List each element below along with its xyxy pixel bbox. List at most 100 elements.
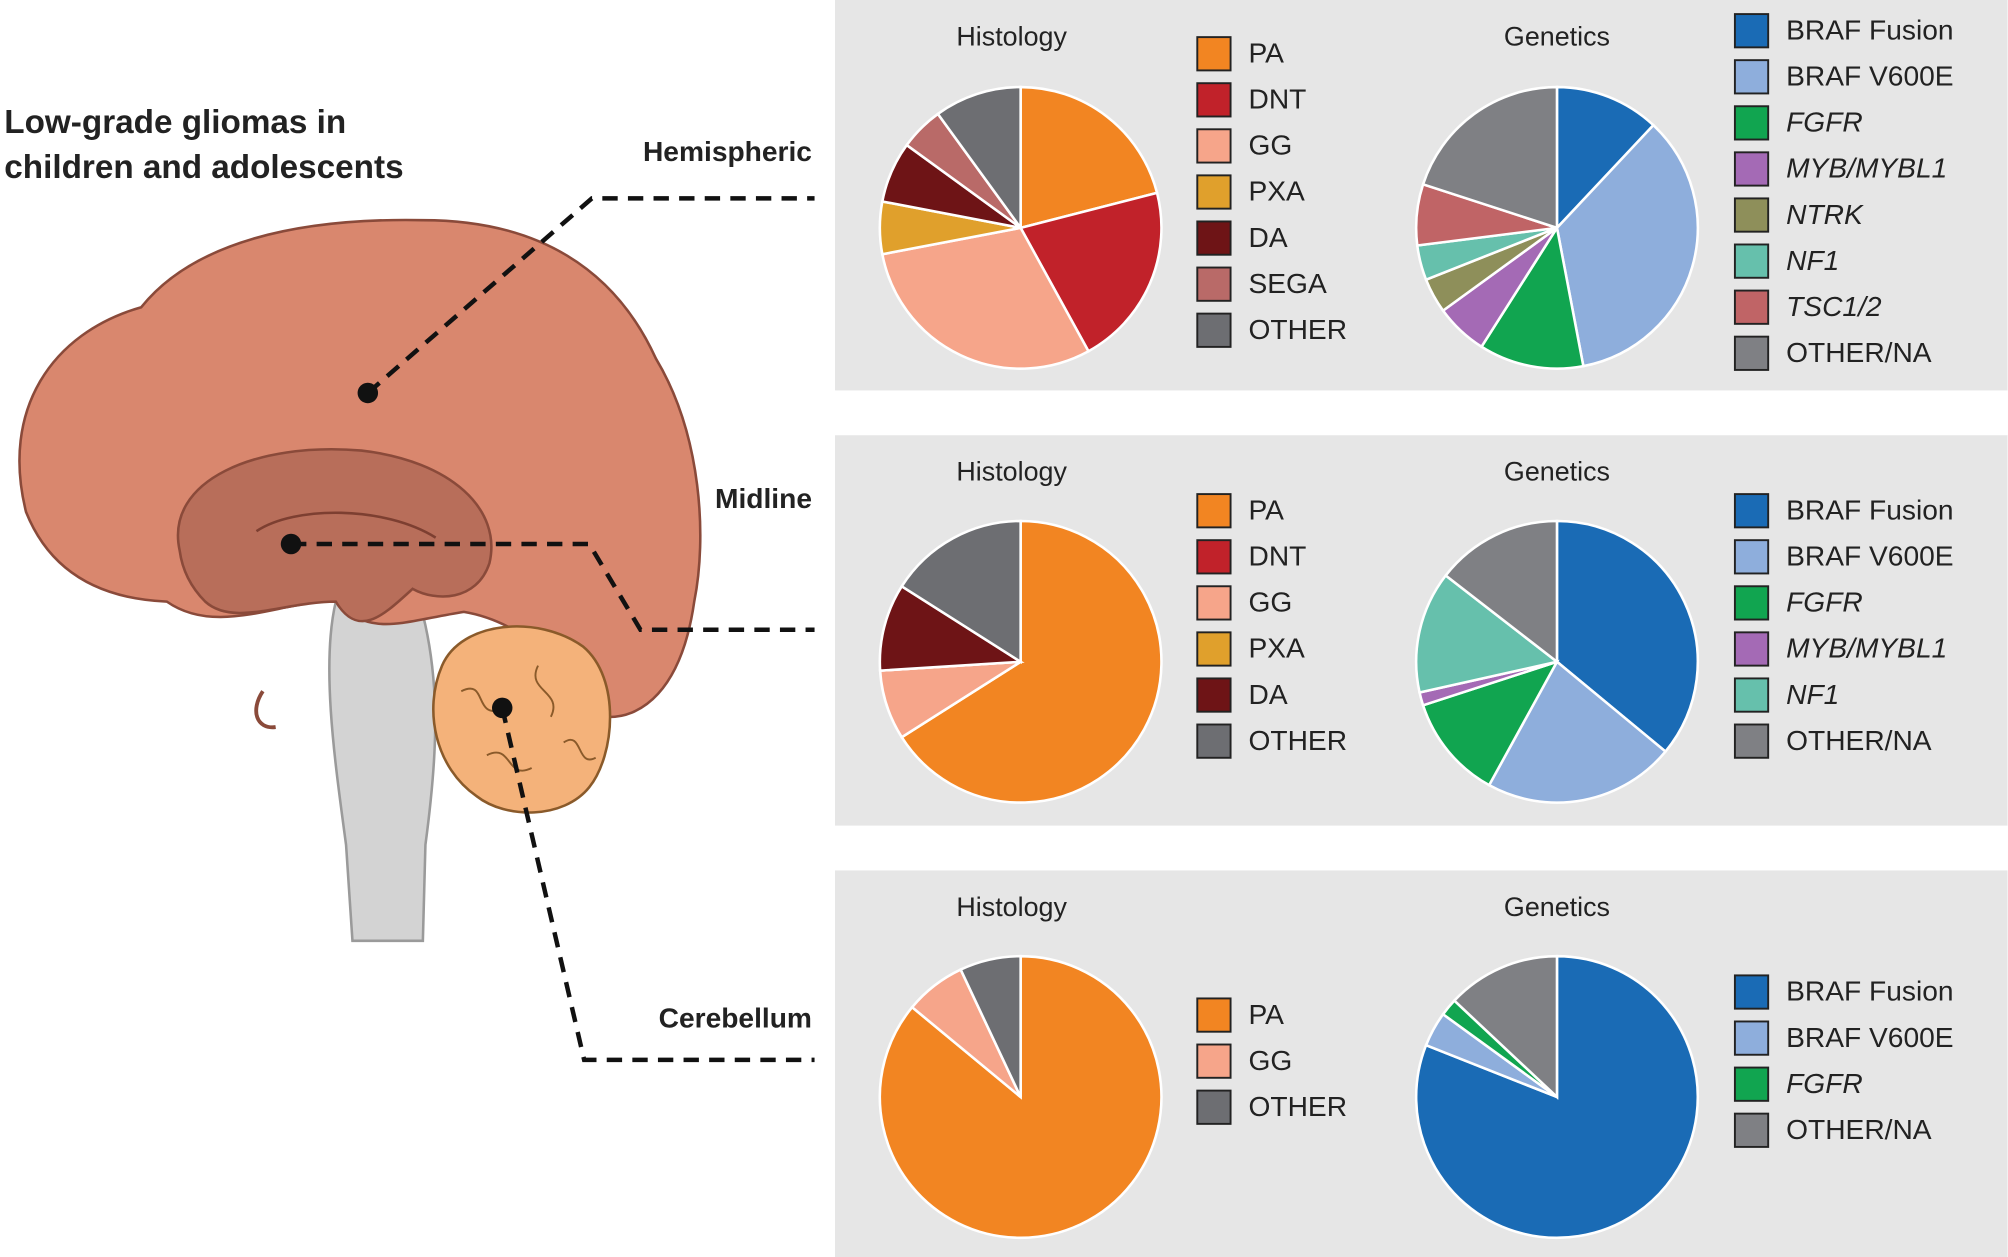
pituitary <box>254 690 276 729</box>
legend-swatch <box>1196 220 1232 256</box>
legend-swatch <box>1196 677 1232 713</box>
legend-swatch <box>1196 174 1232 210</box>
legend-swatch <box>1733 151 1770 187</box>
legend-label: BRAF V600E <box>1786 61 1953 92</box>
legend-label: FGFR <box>1786 1068 1863 1099</box>
legend-swatch <box>1196 493 1232 529</box>
pie-slice <box>1479 224 1585 370</box>
figure-title: Low-grade gliomas in <box>4 104 346 141</box>
legend-label: DA <box>1248 222 1287 253</box>
legend-label: NF1 <box>1786 245 1839 276</box>
legend-swatch <box>1733 289 1770 325</box>
legend-label: DNT <box>1248 84 1306 115</box>
legend-label: SEGA <box>1248 268 1326 299</box>
figure-title: children and adolescents <box>4 149 403 186</box>
legend-label: OTHER <box>1248 314 1347 345</box>
site-dot <box>491 697 513 719</box>
legend-label: BRAF Fusion <box>1786 976 1953 1007</box>
legend-swatch <box>1196 997 1232 1033</box>
legend-swatch <box>1733 677 1770 713</box>
brainstem <box>328 600 437 943</box>
legend-label: BRAF Fusion <box>1786 14 1953 45</box>
legend-label: BRAF V600E <box>1786 1022 1953 1053</box>
legend-swatch <box>1733 335 1770 371</box>
legend-swatch <box>1733 59 1770 95</box>
pie-slice <box>936 85 1022 232</box>
pie-slice <box>1019 85 1159 230</box>
legend-swatch <box>1196 312 1232 348</box>
connector <box>366 196 815 395</box>
connectors <box>280 196 815 1063</box>
legend-label: OTHER/NA <box>1786 337 1932 368</box>
legend-swatch <box>1733 197 1770 233</box>
legend-swatch <box>1733 1020 1770 1056</box>
cerebellum-folds <box>460 665 597 772</box>
pie-slice <box>1421 85 1559 230</box>
legend-swatch <box>1733 13 1770 49</box>
chart-title: Genetics <box>1504 21 1610 51</box>
legend-swatch <box>1196 1043 1232 1079</box>
pie-slice <box>1018 191 1163 353</box>
brain <box>18 218 702 943</box>
legend-label: BRAF Fusion <box>1786 494 1953 525</box>
legend-swatch <box>1733 974 1770 1010</box>
legend-label: PXA <box>1248 633 1305 664</box>
legend-label: OTHER/NA <box>1786 725 1932 756</box>
legend-swatch <box>1196 1089 1232 1125</box>
region-label: Hemispheric <box>643 136 812 167</box>
legend-swatch <box>1733 1066 1770 1102</box>
legend-label: DA <box>1248 679 1287 710</box>
site-dot <box>357 382 379 404</box>
legend-label: OTHER <box>1248 1091 1347 1122</box>
pie-slice <box>1555 123 1700 368</box>
legend-label: MYB/MYBL1 <box>1786 633 1947 664</box>
pie-slice <box>1555 519 1700 754</box>
pie-slice <box>958 954 1022 1098</box>
pie-slice <box>899 519 1163 804</box>
legend-label: BRAF V600E <box>1786 541 1953 572</box>
legend-label: GG <box>1248 1045 1292 1076</box>
legend-swatch <box>1196 128 1232 164</box>
legend-swatch <box>1196 539 1232 575</box>
chart-title: Genetics <box>1504 892 1610 922</box>
chart-title: Genetics <box>1504 457 1610 487</box>
pie-slice <box>1443 519 1559 665</box>
region-label: Cerebellum <box>659 1003 812 1034</box>
legend-swatch <box>1733 585 1770 621</box>
legend-label: OTHER/NA <box>1786 1114 1932 1145</box>
legend-swatch <box>1733 243 1770 279</box>
pie-slice <box>1487 659 1668 804</box>
legend-label: PXA <box>1248 176 1305 207</box>
chart-title: Histology <box>956 21 1067 51</box>
chart-title: Histology <box>956 892 1067 922</box>
legend-label: MYB/MYBL1 <box>1786 153 1947 184</box>
legend-label: NTRK <box>1786 199 1864 230</box>
legend-swatch <box>1733 493 1770 529</box>
legend-swatch <box>1733 723 1770 759</box>
legend-label: PA <box>1248 999 1284 1030</box>
pie-slice <box>880 226 1091 370</box>
legend-swatch <box>1196 36 1232 72</box>
corpus-callosum <box>176 448 493 623</box>
legend-label: GG <box>1248 587 1292 618</box>
pie-slice <box>899 519 1022 665</box>
legend-label: TSC1/2 <box>1786 291 1882 322</box>
site-dot <box>280 533 302 555</box>
legend-swatch <box>1196 585 1232 621</box>
legend-swatch <box>1733 539 1770 575</box>
legend-swatch <box>1196 82 1232 118</box>
region-label: Midline <box>715 483 812 514</box>
legend-label: DNT <box>1248 541 1306 572</box>
legend-swatch <box>1196 723 1232 759</box>
legend-label: FGFR <box>1786 107 1863 138</box>
pie-slice <box>1555 85 1656 232</box>
pie-slice <box>1421 659 1560 787</box>
legend-label: FGFR <box>1786 587 1863 618</box>
legend-label: GG <box>1248 130 1292 161</box>
legend-swatch <box>1733 1112 1770 1148</box>
pie-slice <box>878 584 1025 672</box>
legend-swatch <box>1196 631 1232 667</box>
legend-label: OTHER <box>1248 725 1347 756</box>
